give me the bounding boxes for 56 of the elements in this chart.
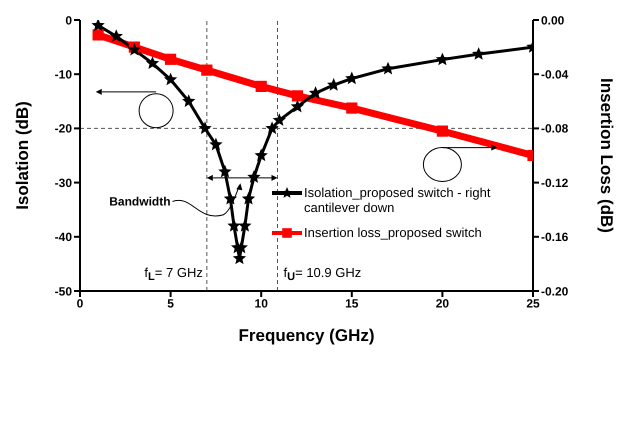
y2-tick-label: -0.08 [541, 122, 569, 136]
y-tick-label: -30 [54, 176, 72, 190]
point [165, 54, 176, 65]
point [381, 62, 395, 74]
x-tick-label: 15 [345, 296, 359, 311]
point [164, 72, 178, 86]
point [182, 94, 196, 107]
x-tick-label: 25 [526, 296, 540, 311]
point [436, 52, 450, 66]
legend-label: Isolation_proposed switch - right cantilever down [304, 185, 492, 215]
x-tick-label: 5 [167, 296, 174, 311]
point [247, 170, 261, 183]
point [198, 121, 212, 134]
point [224, 192, 238, 205]
x-tick-label: 0 [76, 296, 84, 311]
legend-label: Insertion loss_proposed switch [304, 225, 482, 240]
y2-tick-label: -0.04 [541, 67, 569, 82]
y2-axis-title: Insertion Loss (dB) [596, 78, 616, 233]
y2-tick-label: -0.16 [541, 230, 569, 244]
point [290, 100, 304, 112]
point [346, 102, 358, 114]
point [146, 56, 160, 70]
point [436, 126, 448, 137]
y-tick-label: -20 [54, 122, 72, 136]
point [218, 164, 232, 178]
point [256, 80, 267, 92]
point [91, 20, 105, 32]
point [254, 148, 268, 162]
point [92, 29, 104, 41]
y2-tick-label: -0.12 [541, 176, 569, 190]
point [472, 47, 486, 60]
point [227, 218, 241, 232]
ref-line-label: f$_{U}$= 10.9 GHz [284, 265, 362, 284]
point [201, 64, 212, 76]
point [272, 113, 286, 126]
y-tick-label: -10 [54, 67, 72, 82]
x-axis-title: Frequency (GHz) [238, 326, 375, 345]
y2-tick-label: -0.20 [541, 284, 569, 298]
point [209, 138, 223, 150]
point [110, 29, 123, 42]
annotation: Bandwidth [109, 194, 171, 208]
y-tick-label: -50 [54, 284, 72, 298]
x-tick-label: 10 [254, 296, 268, 311]
ref-line-label: f$_{L}$= 7 GHz [144, 265, 203, 284]
point [238, 218, 252, 232]
y2-tick-label: 0.00 [541, 13, 565, 28]
x-tick-label: 20 [436, 296, 450, 311]
point [234, 240, 248, 254]
y-tick-label: -40 [54, 230, 72, 244]
point [292, 90, 304, 102]
point [242, 192, 256, 205]
point [265, 121, 279, 134]
point [308, 86, 322, 99]
y-tick-label: 0 [65, 13, 72, 28]
point [128, 42, 142, 56]
y-axis-title: Isolation (dB) [13, 101, 32, 210]
